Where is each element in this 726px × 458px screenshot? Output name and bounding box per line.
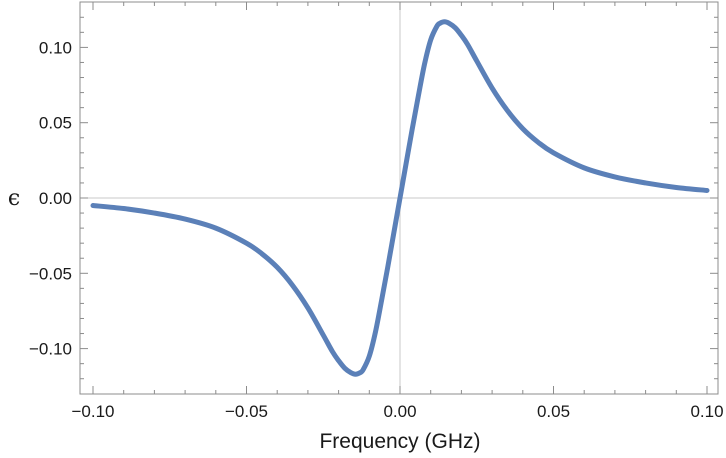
- x-tick-label: 0.00: [383, 402, 416, 421]
- series-line-1: [90, 19, 710, 377]
- x-axis-title: Frequency (GHz): [319, 430, 480, 453]
- x-axis-ticks: [92, 2, 708, 394]
- y-axis-title: ϵ: [8, 186, 20, 211]
- y-axis-ticks: [80, 16, 718, 380]
- y-tick-label: −0.10: [29, 340, 72, 359]
- series-layer: [90, 19, 710, 377]
- x-tick-label: −0.05: [225, 402, 268, 421]
- x-axis-tick-labels: −0.10 −0.05 0.00 0.05 0.10: [71, 402, 723, 421]
- y-axis-tick-labels: −0.10 −0.05 0.00 0.05 0.10: [29, 38, 72, 358]
- x-tick-label: −0.10: [71, 402, 114, 421]
- x-tick-label: 0.10: [690, 402, 723, 421]
- y-tick-label: 0.00: [39, 189, 72, 208]
- y-tick-label: −0.05: [29, 264, 72, 283]
- x-tick-label: 0.05: [537, 402, 570, 421]
- y-tick-label: 0.10: [39, 38, 72, 57]
- y-tick-label: 0.05: [39, 114, 72, 133]
